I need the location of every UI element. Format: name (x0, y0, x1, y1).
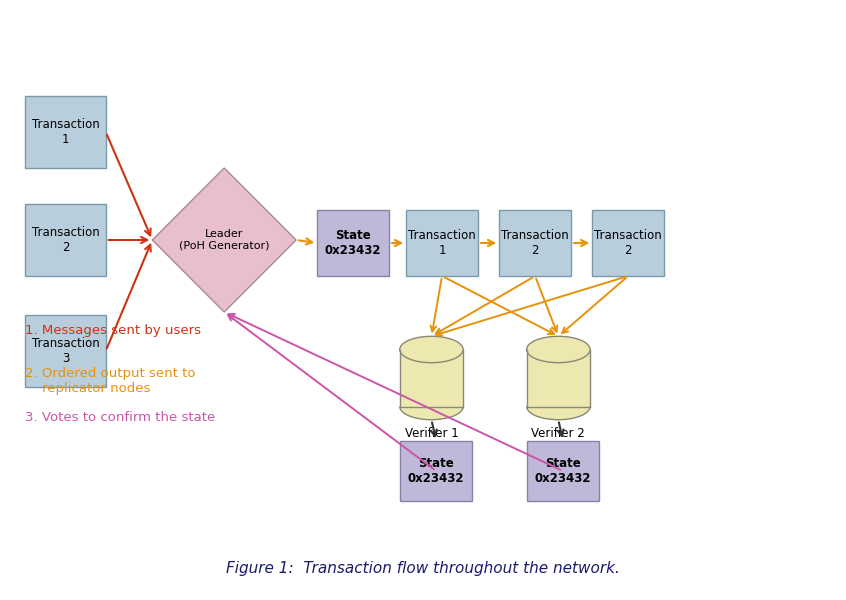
Text: 1. Messages sent by users: 1. Messages sent by users (25, 324, 201, 337)
FancyBboxPatch shape (406, 210, 478, 276)
Text: State
0x23432: State 0x23432 (408, 457, 464, 485)
FancyBboxPatch shape (317, 210, 389, 276)
Text: Leader
(PoH Generator): Leader (PoH Generator) (179, 229, 269, 251)
Text: 2. Ordered output sent to
    replicator nodes: 2. Ordered output sent to replicator nod… (25, 367, 196, 395)
Text: Transaction
1: Transaction 1 (31, 118, 100, 146)
Text: Verifier 2: Verifier 2 (531, 427, 585, 440)
FancyBboxPatch shape (400, 441, 472, 501)
FancyBboxPatch shape (25, 204, 106, 276)
Text: State
0x23432: State 0x23432 (325, 229, 382, 257)
Text: Transaction
2: Transaction 2 (501, 229, 569, 257)
Text: Figure 1:  Transaction flow throughout the network.: Figure 1: Transaction flow throughout th… (226, 561, 620, 576)
Polygon shape (152, 168, 296, 312)
Ellipse shape (526, 336, 591, 362)
FancyBboxPatch shape (592, 210, 664, 276)
Ellipse shape (399, 394, 464, 420)
FancyBboxPatch shape (499, 210, 571, 276)
FancyBboxPatch shape (526, 349, 590, 407)
FancyBboxPatch shape (527, 441, 599, 501)
Ellipse shape (526, 394, 591, 420)
Text: Transaction
2: Transaction 2 (31, 226, 100, 254)
Ellipse shape (399, 336, 464, 362)
Text: Transaction
2: Transaction 2 (594, 229, 662, 257)
Text: Transaction
3: Transaction 3 (31, 337, 100, 365)
FancyBboxPatch shape (25, 96, 106, 168)
FancyBboxPatch shape (399, 349, 464, 407)
FancyBboxPatch shape (25, 315, 106, 387)
Text: Verifier 1: Verifier 1 (404, 427, 459, 440)
Text: State
0x23432: State 0x23432 (535, 457, 591, 485)
Text: 3. Votes to confirm the state: 3. Votes to confirm the state (25, 411, 216, 424)
Text: Transaction
1: Transaction 1 (408, 229, 476, 257)
